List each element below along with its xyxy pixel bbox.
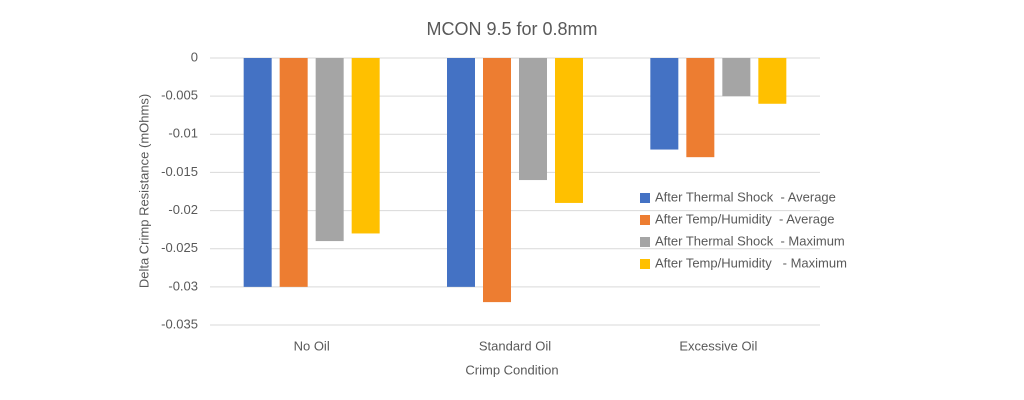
x-axis-title: Crimp Condition (465, 362, 558, 377)
legend-swatch (640, 259, 650, 269)
chart-title: MCON 9.5 for 0.8mm (426, 19, 597, 39)
y-tick-label: -0.02 (168, 202, 198, 217)
y-axis-title: Delta Crimp Resistance (mOhms) (136, 94, 151, 288)
y-tick-label: -0.035 (161, 316, 198, 331)
bar (650, 58, 679, 150)
legend-label: After Temp/Humidity - Average (655, 211, 834, 226)
bar (279, 58, 308, 287)
legend-label: After Thermal Shock - Average (655, 189, 836, 204)
x-tick-label: No Oil (294, 338, 330, 353)
bar (555, 58, 583, 203)
legend-swatch (640, 237, 650, 247)
y-tick-label: -0.03 (168, 278, 198, 293)
y-tick-label: -0.025 (161, 240, 198, 255)
bar (483, 58, 511, 303)
bar (315, 58, 344, 242)
legend-label: After Thermal Shock - Maximum (655, 233, 845, 248)
y-tick-label: 0 (191, 49, 198, 64)
bar (447, 58, 475, 287)
legend-label: After Temp/Humidity - Maximum (655, 255, 847, 270)
bar (519, 58, 547, 181)
y-tick-label: -0.015 (161, 164, 198, 179)
y-tick-label: -0.01 (168, 126, 198, 141)
legend-swatch (640, 193, 650, 203)
y-tick-label: -0.005 (161, 88, 198, 103)
bar (243, 58, 272, 287)
bar (351, 58, 380, 234)
legend-swatch (640, 215, 650, 225)
x-tick-label: Standard Oil (479, 338, 551, 353)
bar (686, 58, 715, 158)
x-tick-label: Excessive Oil (679, 338, 757, 353)
bar (758, 58, 787, 104)
bar (722, 58, 751, 97)
